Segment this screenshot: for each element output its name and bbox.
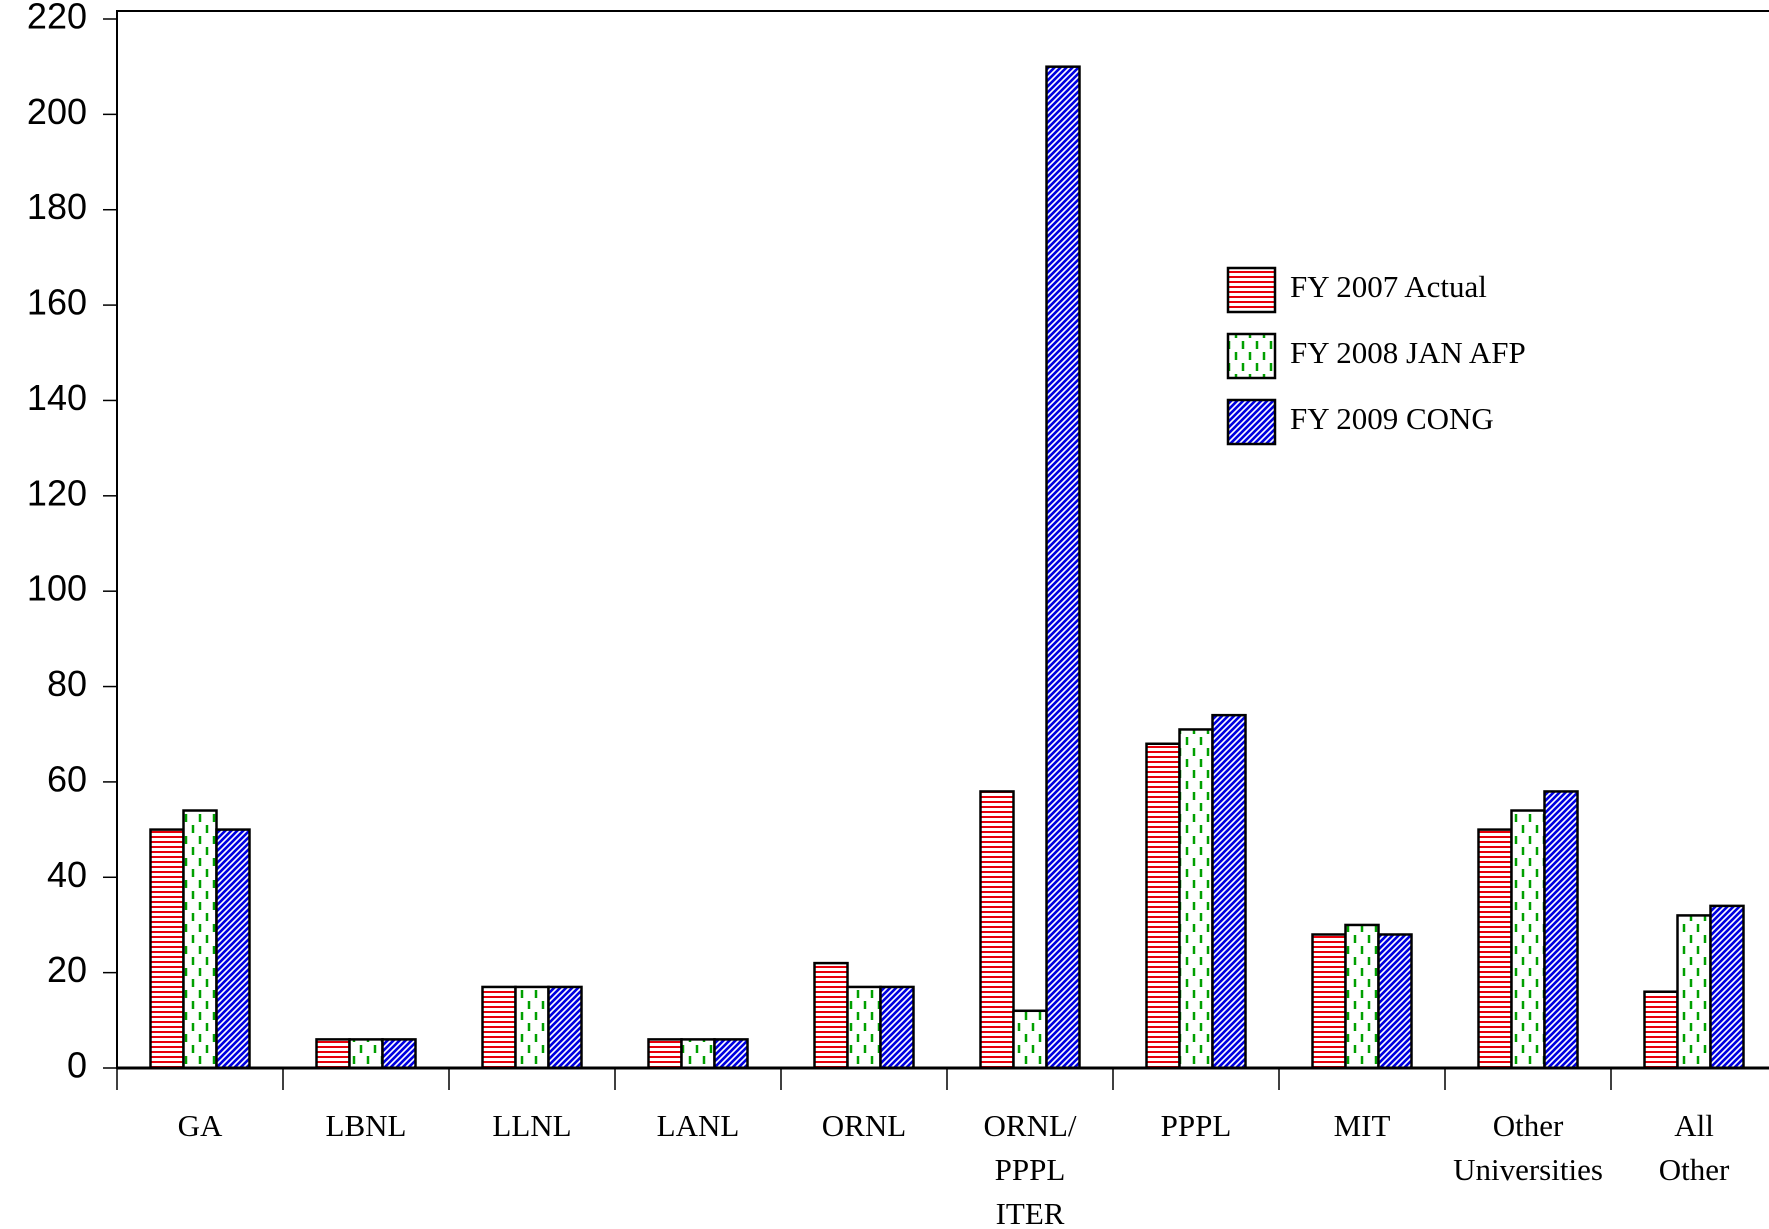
- bar: [1643, 990, 1679, 1070]
- bar: [813, 961, 849, 1070]
- bar: [979, 790, 1015, 1070]
- x-tick-label: PPPL: [1161, 1108, 1232, 1143]
- legend-swatch: [1226, 398, 1277, 446]
- y-tick-label: 180: [27, 186, 87, 227]
- y-tick-label: 160: [27, 282, 87, 323]
- x-tick-label: ORNL/PPPL ITER: [984, 1108, 1077, 1229]
- x-tick-label: LANL: [657, 1108, 740, 1143]
- x-tick-label: All Other: [1659, 1108, 1730, 1187]
- bar: [1377, 933, 1413, 1070]
- legend-label: FY 2007 Actual: [1290, 269, 1487, 304]
- bar: [1045, 65, 1081, 1070]
- y-tick-label: 40: [47, 854, 87, 895]
- bar: [182, 809, 218, 1070]
- bar: [215, 828, 251, 1070]
- y-tick-label: 140: [27, 377, 87, 418]
- x-tick-label: GA: [178, 1108, 223, 1143]
- bar: [1543, 790, 1579, 1070]
- bar: [1211, 713, 1247, 1070]
- bar: [1510, 809, 1546, 1070]
- bar: [846, 985, 882, 1070]
- bar: [647, 1038, 683, 1070]
- bar: [381, 1038, 417, 1070]
- y-tick-label: 100: [27, 568, 87, 609]
- legend-label: FY 2009 CONG: [1290, 401, 1494, 436]
- bar: [1477, 828, 1513, 1070]
- legend-swatch: [1226, 266, 1277, 314]
- bar: [1311, 933, 1347, 1070]
- bar: [514, 985, 550, 1070]
- bar: [547, 985, 583, 1070]
- bar: [1709, 904, 1745, 1070]
- bar: [348, 1038, 384, 1070]
- y-tick-label: 20: [47, 949, 87, 990]
- x-tick-label: ORNL: [822, 1108, 906, 1143]
- bar: [1145, 742, 1181, 1070]
- legend-label: FY 2008 JAN AFP: [1290, 335, 1526, 370]
- y-tick-label: 220: [27, 0, 87, 37]
- y-tick-label: 60: [47, 758, 87, 799]
- bar: [315, 1038, 351, 1070]
- y-tick-label: 200: [27, 91, 87, 132]
- y-tick-label: 120: [27, 472, 87, 513]
- bar: [1676, 914, 1712, 1070]
- bar: [680, 1038, 716, 1070]
- x-tick-label: MIT: [1334, 1108, 1391, 1143]
- x-tick-label: LLNL: [492, 1108, 571, 1143]
- bar: [1344, 923, 1380, 1070]
- bar: [879, 985, 915, 1070]
- legend-swatch: [1226, 332, 1277, 380]
- bar: [1012, 1009, 1048, 1070]
- bar: [1178, 728, 1214, 1070]
- bar: [481, 985, 517, 1070]
- bar: [713, 1038, 749, 1070]
- y-tick-label: 0: [67, 1045, 87, 1086]
- x-tick-label: LBNL: [326, 1108, 407, 1143]
- x-tick-label: Other Universities: [1453, 1108, 1603, 1187]
- bar: [149, 828, 185, 1070]
- y-tick-label: 80: [47, 663, 87, 704]
